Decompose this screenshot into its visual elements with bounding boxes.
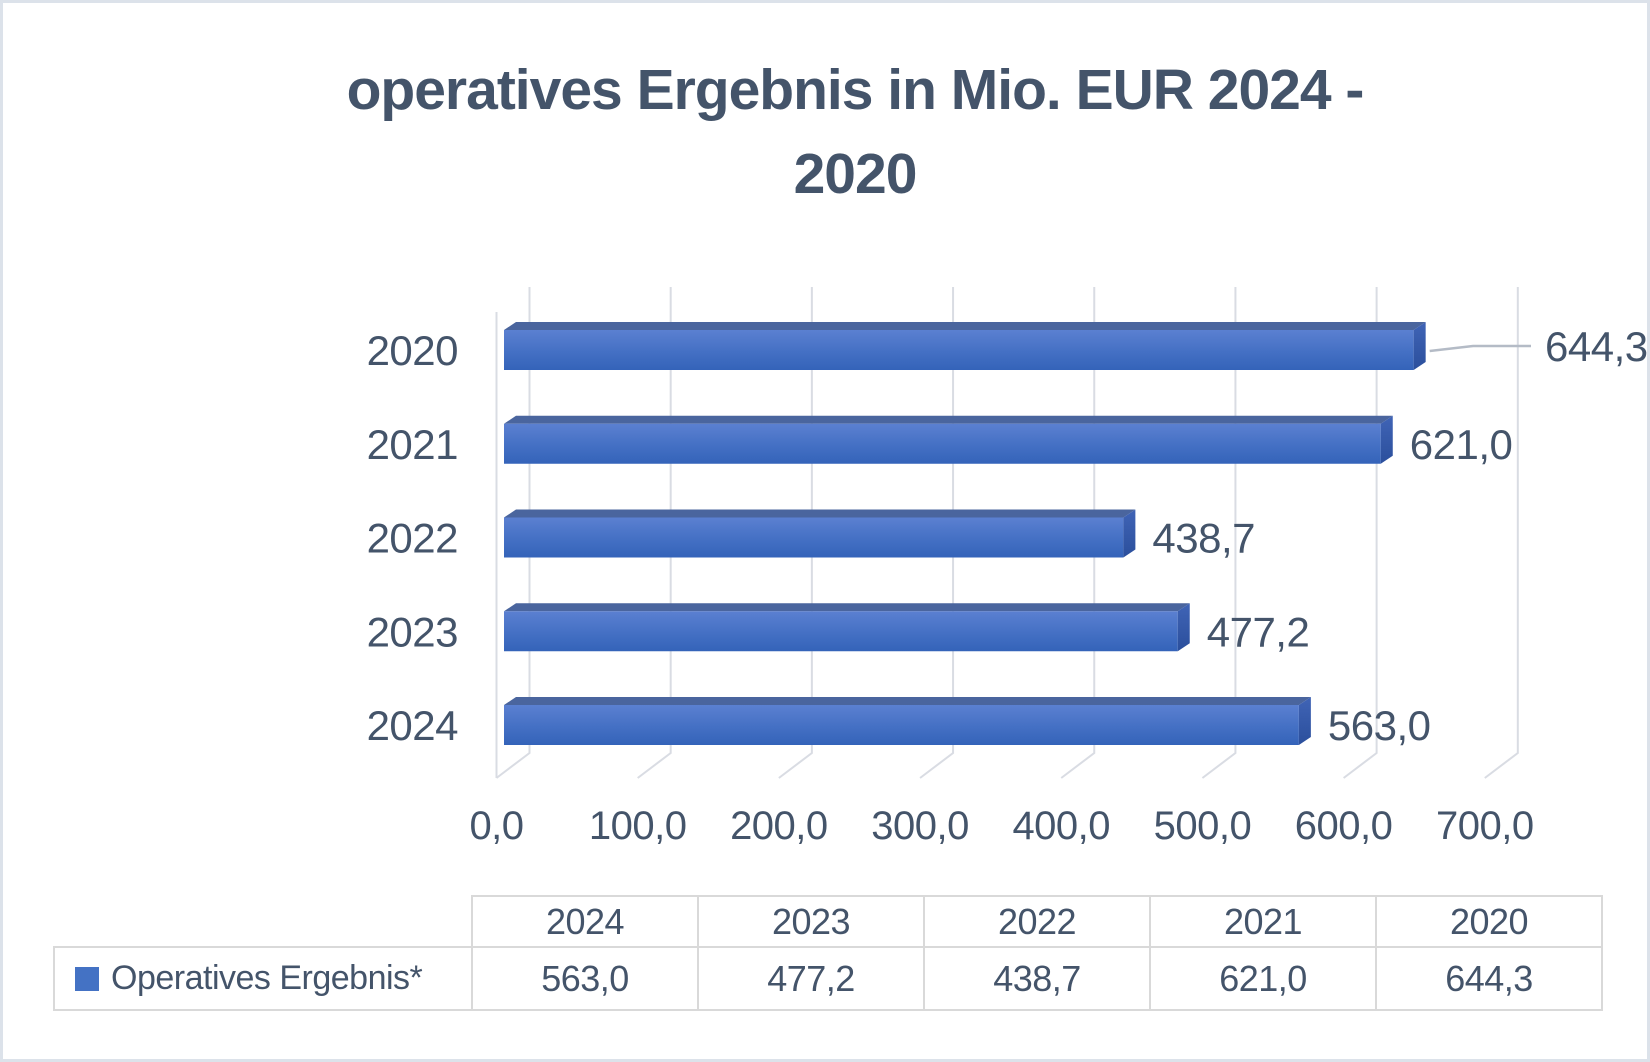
gridline [1484,287,1519,779]
leader-line [1429,344,1531,353]
value-label: 477,2 [1207,608,1310,655]
chart-title: operatives Ergebnis in Mio. EUR 2024 - 2… [123,49,1587,217]
category-label: 2021 [367,421,458,468]
labels: 0,0 100,0 200,0 300,0 400,0 500,0 600,0 700,0 20… [367,323,1648,848]
chart-data-table: 2024 2023 2022 2021 2020 Operatives Erge… [53,895,1603,1011]
bar-top-face [504,603,1190,612]
bar-end-cap [1298,697,1311,745]
category-label: 2024 [367,702,459,749]
bar-chart-3d: 0,0 100,0 200,0 300,0 400,0 500,0 600,0 700,0 20… [367,287,1648,848]
value-label: 621,0 [1410,421,1513,468]
bar-top-face [504,322,1426,330]
bar-top-face [504,697,1311,705]
table-value-cell: 438,7 [923,946,1151,1011]
table-value-cell: 563,0 [471,946,699,1011]
table-header-row: 2024 2023 2022 2021 2020 [54,895,1603,948]
table-value-cell: 477,2 [697,946,925,1011]
value-label: 438,7 [1152,515,1255,562]
x-axis-tick-label: 300,0 [871,804,969,848]
table-row: Operatives Ergebnis* 563,0 477,2 438,7 6… [53,946,1603,1011]
series-name: Operatives Ergebnis* [111,959,423,997]
x-axis-tick-label: 400,0 [1012,804,1110,848]
legend-cell: Operatives Ergebnis* [53,946,473,1011]
table-value-cell: 644,3 [1375,946,1603,1011]
bar-end-cap [1380,415,1393,464]
category-label: 2020 [367,327,458,374]
x-axis-tick-label: 100,0 [589,804,687,848]
bar-end-cap [1177,603,1190,652]
table-year-header: 2021 [1149,895,1377,948]
table-spacer-cell [54,896,472,947]
value-label: 563,0 [1328,702,1431,749]
table-value-cell: 621,0 [1149,946,1377,1011]
category-label: 2022 [367,515,458,562]
chart-title-line2: 2020 [793,141,918,206]
bar-end-cap [1123,509,1136,558]
bar-top-face [504,509,1136,518]
table-year-header: 2023 [697,895,925,948]
bar-2022 [504,517,1124,558]
chart-title-line1: operatives Ergebnis in Mio. EUR 2024 - [346,58,1365,122]
bar-2023 [504,611,1178,652]
table-year-header: 2020 [1375,895,1603,948]
table-year-header: 2022 [923,895,1151,948]
bar-2021 [504,423,1381,464]
x-axis-tick-label: 600,0 [1295,804,1393,848]
bar-top-face [504,415,1393,424]
x-axis-tick-label: 0,0 [469,804,523,848]
table-year-header: 2024 [471,895,699,948]
bar-2020 [504,330,1414,370]
x-axis-tick-label: 500,0 [1154,804,1252,848]
x-axis-tick-label: 700,0 [1436,804,1534,848]
value-label: 644,3 [1545,323,1648,370]
bar-end-cap [1413,322,1426,370]
category-label: 2023 [367,608,458,655]
bars [504,322,1426,745]
series-color-swatch-icon [75,966,99,991]
x-axis-tick-label: 200,0 [730,804,828,848]
bar-2024 [504,705,1299,745]
